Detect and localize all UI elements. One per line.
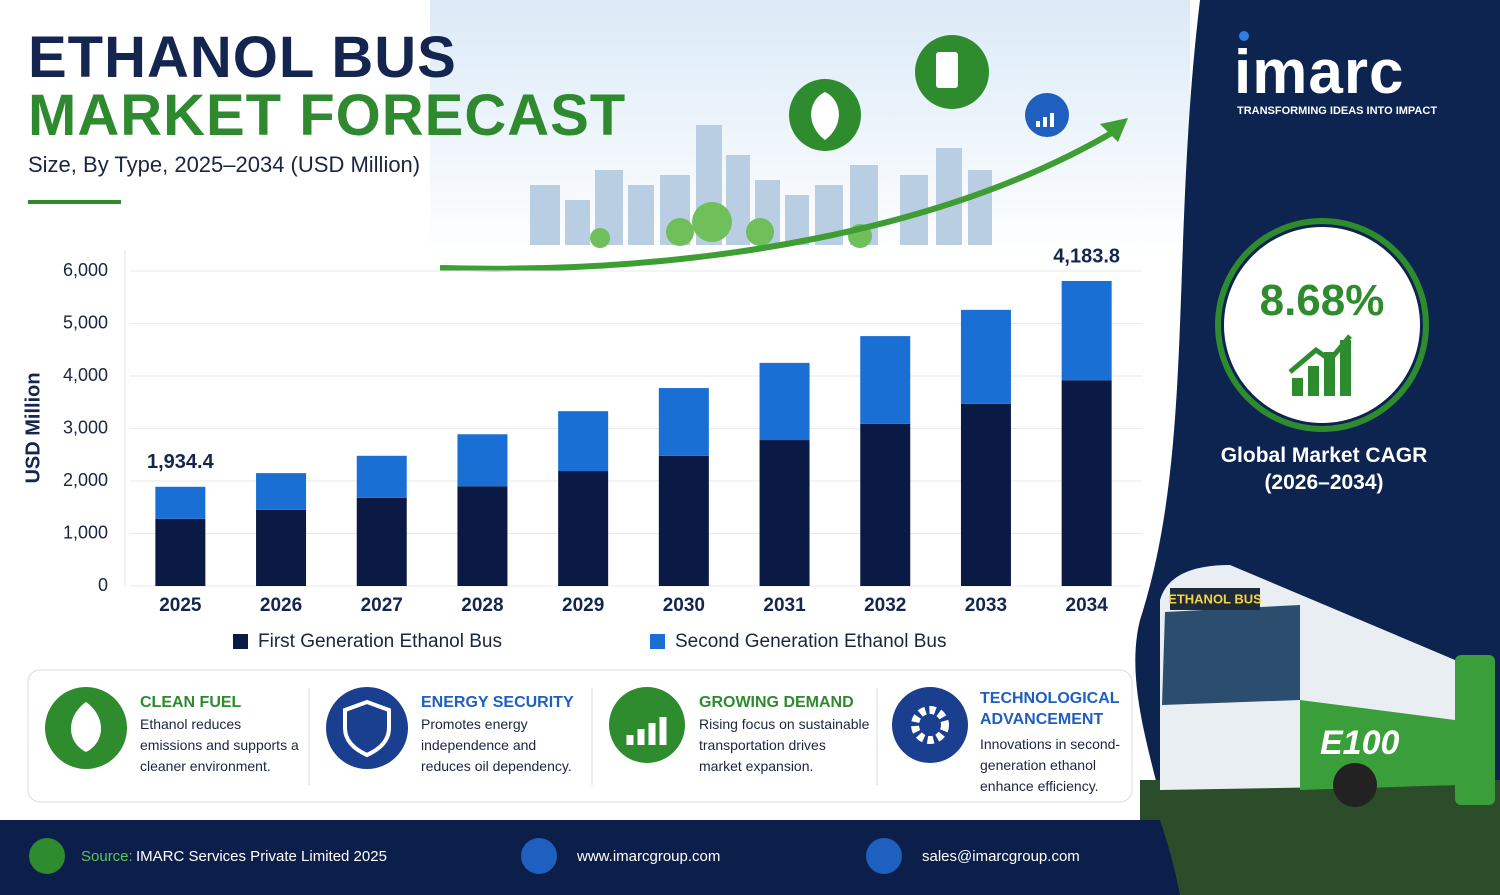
y-tick-label: 0 [98, 575, 108, 595]
x-tick-label: 2033 [965, 595, 1007, 616]
ground [1140, 780, 1500, 895]
web-icon [521, 838, 557, 874]
bar-segment [558, 411, 609, 472]
feature-dividers [308, 688, 878, 785]
bus-livery [1300, 700, 1455, 790]
bar-segment [256, 509, 307, 586]
drop-shape [71, 702, 101, 752]
x-tick-label: 2032 [864, 595, 906, 616]
x-tick-label: 2029 [562, 595, 604, 616]
growing-demand-icon [609, 687, 685, 763]
title-underline [28, 200, 121, 204]
bar-segment [658, 455, 709, 586]
feature-title: GROWING DEMAND [699, 694, 854, 711]
bar-segment [1061, 280, 1112, 381]
bar-segment [457, 486, 508, 586]
features-panel [27, 669, 1133, 803]
title-line-1: ETHANOL BUS [28, 25, 457, 90]
x-tick-label: 2027 [361, 595, 403, 616]
y-tick-label: 3,000 [63, 417, 108, 437]
source-label: Source: [81, 848, 133, 865]
x-tick-label: 2031 [763, 595, 806, 616]
legend-swatch [650, 634, 665, 649]
cagr-bars-icon [1292, 340, 1351, 396]
cagr-disc [1224, 227, 1420, 423]
cagr-ring [1215, 218, 1429, 432]
mail-icon [866, 838, 902, 874]
charging-station [1455, 655, 1495, 805]
bar-segment [558, 471, 609, 586]
shield-shape [343, 699, 391, 758]
website[interactable]: www.imarcgroup.com [577, 848, 721, 865]
growth-bars [626, 717, 667, 745]
legend-swatch [233, 634, 248, 649]
feature-title: TECHNOLOGICAL ADVANCEMENT [980, 690, 1120, 728]
x-tick-label: 2026 [260, 595, 302, 616]
cagr-trend [1288, 334, 1352, 374]
y-tick-label: 6,000 [63, 260, 108, 280]
subtitle: Size, By Type, 2025–2034 (USD Million) [28, 152, 421, 177]
x-tick-label: 2034 [1066, 595, 1109, 616]
bar-segment [759, 440, 810, 586]
bar-segment [960, 403, 1011, 586]
y-tick-label: 5,000 [63, 312, 108, 332]
bar-segment [960, 309, 1011, 404]
title-line-2: MARKET FORECAST [28, 83, 627, 148]
bar-segment [759, 362, 810, 441]
source: IMARC Services Private Limited 2025 [136, 848, 387, 865]
technology-icon [892, 687, 968, 763]
leaf-shape [811, 92, 839, 140]
y-tick-label: 1,000 [63, 522, 108, 542]
total-label: 1,934.4 [147, 451, 215, 473]
bar-segment [155, 486, 206, 519]
growth-arrow [439, 125, 1122, 272]
bar-segment [356, 497, 407, 586]
feature-title: ENERGY SECURITY [421, 694, 574, 711]
bus-livery-text: E100 [1320, 724, 1399, 762]
cagr-period: (2026–2034) [1264, 471, 1384, 494]
bar-segment [1061, 380, 1112, 586]
chart-icon-bars [1036, 113, 1054, 127]
feature-text: Innovations in second-generation ethanol… [980, 736, 1121, 794]
logo-dot [1239, 31, 1249, 41]
x-tick-label: 2030 [663, 595, 705, 616]
legend-label: Second Generation Ethanol Bus [675, 631, 946, 652]
bar-segment [155, 518, 206, 586]
bar-segment [356, 455, 407, 498]
chart-icon [1025, 93, 1069, 137]
bus-sign: ETHANOL BUS [1168, 591, 1262, 606]
bus-sign-panel [1170, 588, 1260, 610]
feature-text: Ethanol reduces emissions and supports a… [140, 716, 299, 774]
cagr-value: 8.68% [1259, 276, 1385, 325]
y-axis-title: USD Million [22, 372, 44, 483]
chart: 0 1,000 2,000 3,000 4,000 5,000 6,000 USD Milli… [22, 245, 1142, 652]
bus-windshield [1162, 605, 1300, 705]
bus-wheel [1333, 763, 1377, 807]
total-label: 4,183.8 [1053, 245, 1120, 267]
bar-segment [860, 336, 911, 424]
bar-segment [860, 423, 911, 586]
legend-label: First Generation Ethanol Bus [258, 631, 502, 652]
x-tick-label: 2025 [159, 595, 202, 616]
feature-text: Promotes energy independence and reduces… [421, 716, 572, 774]
growth-arrow-head [1100, 118, 1128, 142]
email[interactable]: sales@imarcgroup.com [922, 848, 1080, 865]
cagr-label: Global Market CAGR [1220, 444, 1428, 467]
logo: imarc [1234, 38, 1405, 107]
gear-shape [911, 706, 949, 744]
y-tick-label: 2,000 [63, 470, 108, 490]
feature-title: CLEAN FUEL [140, 694, 242, 711]
bar-segment [457, 434, 508, 487]
feature-text: Rising focus on sustainable transportati… [699, 716, 870, 774]
bar-segment [256, 473, 307, 510]
fuel-pump [936, 52, 958, 88]
bar-segment [658, 388, 709, 456]
x-tick-label: 2028 [461, 595, 503, 616]
tagline: TRANSFORMING IDEAS INTO IMPACT [1237, 105, 1438, 117]
city-skyline [530, 125, 992, 245]
y-tick-label: 4,000 [63, 365, 108, 385]
source-icon [29, 838, 65, 874]
